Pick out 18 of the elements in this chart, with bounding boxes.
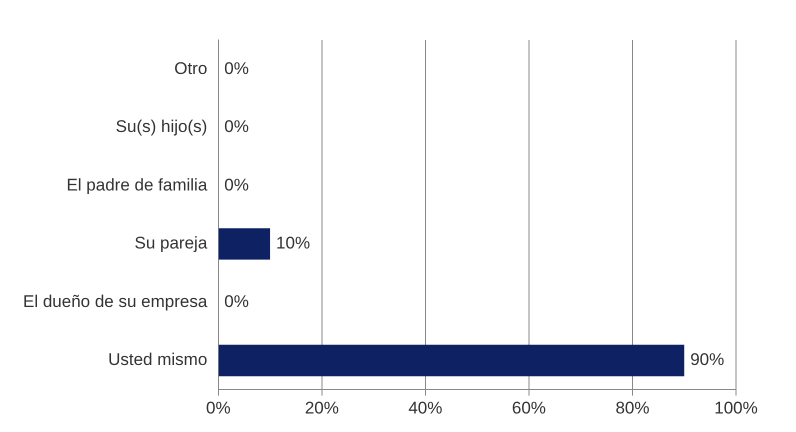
y-tick-label: Usted mismo [108,350,208,370]
data-label: 10% [276,234,310,253]
x-tick-label: 40% [408,398,442,418]
y-tick-label: El dueño de su empresa [22,292,208,311]
x-tick-label: 80% [615,398,650,418]
y-tick-label: El padre de familia [66,175,208,194]
data-label: 90% [690,350,724,370]
x-tick-label: 60% [512,398,546,418]
y-tick-label: Su(s) hijo(s) [116,117,208,136]
y-tick-label: Su pareja [134,234,208,253]
data-label: 0% [224,175,249,194]
y-tick-label: Otro [174,58,208,78]
data-label: 0% [224,117,249,136]
x-tick-label: 0% [206,398,231,418]
x-tick-label: 20% [304,398,339,418]
x-tick-label: 100% [714,398,758,418]
data-label: 0% [224,58,249,78]
data-label: 0% [224,292,249,311]
